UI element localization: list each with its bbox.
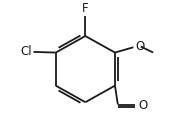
Text: O: O xyxy=(138,99,147,112)
Text: F: F xyxy=(82,2,89,15)
Text: O: O xyxy=(135,40,145,53)
Text: Cl: Cl xyxy=(21,45,32,58)
